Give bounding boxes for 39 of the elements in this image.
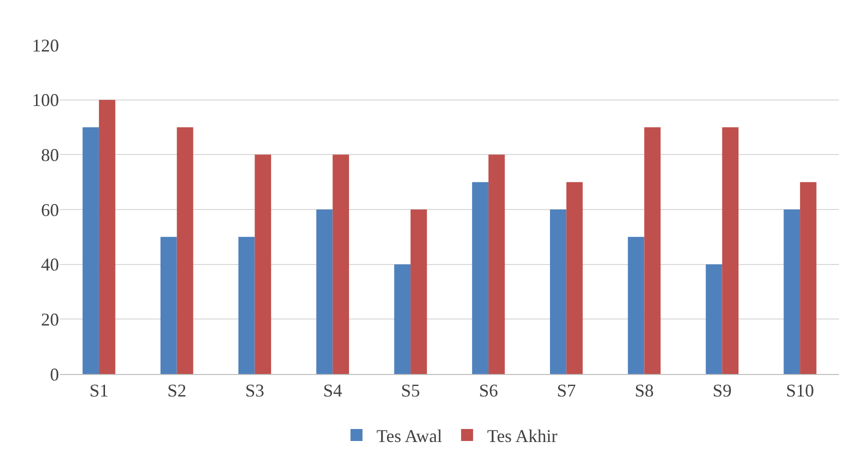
y-tick-label: 120 [32,35,59,56]
bar [98,100,116,374]
y-tick-label: 100 [32,90,59,110]
bar [488,154,505,374]
bar [566,182,583,374]
x-tick-label: S1 [89,380,108,401]
bar [628,236,644,374]
legend-label: Tes Awal [376,426,442,446]
bar [332,154,350,374]
bar [722,127,739,374]
bar [800,182,816,374]
bar [784,210,800,374]
x-tick-label: S7 [556,380,576,401]
bar [410,210,427,374]
x-tick-label: S8 [634,380,654,401]
x-tick-label: S3 [245,380,264,401]
bar [472,182,488,374]
bar [238,236,255,374]
bar [550,210,566,374]
y-tick-label: 20 [41,309,59,330]
bar [644,127,661,374]
legend-label: Tes Akhir [487,426,558,446]
x-tick-label: S10 [786,380,814,401]
x-tick-label: S6 [478,380,498,401]
x-tick-label: S9 [712,380,732,401]
bar [82,127,99,374]
bar [394,264,411,374]
y-tick-label: 0 [50,364,59,384]
x-tick-label: S2 [167,380,186,401]
x-tick-label: S5 [401,380,420,401]
y-tick-label: 80 [41,144,59,165]
bar [706,264,722,374]
bar [316,210,333,374]
bar [176,127,194,374]
bar [160,236,177,374]
bar [254,154,272,374]
y-tick-label: 40 [41,254,59,275]
x-tick-label: S4 [323,380,342,401]
y-tick-label: 60 [41,200,59,220]
